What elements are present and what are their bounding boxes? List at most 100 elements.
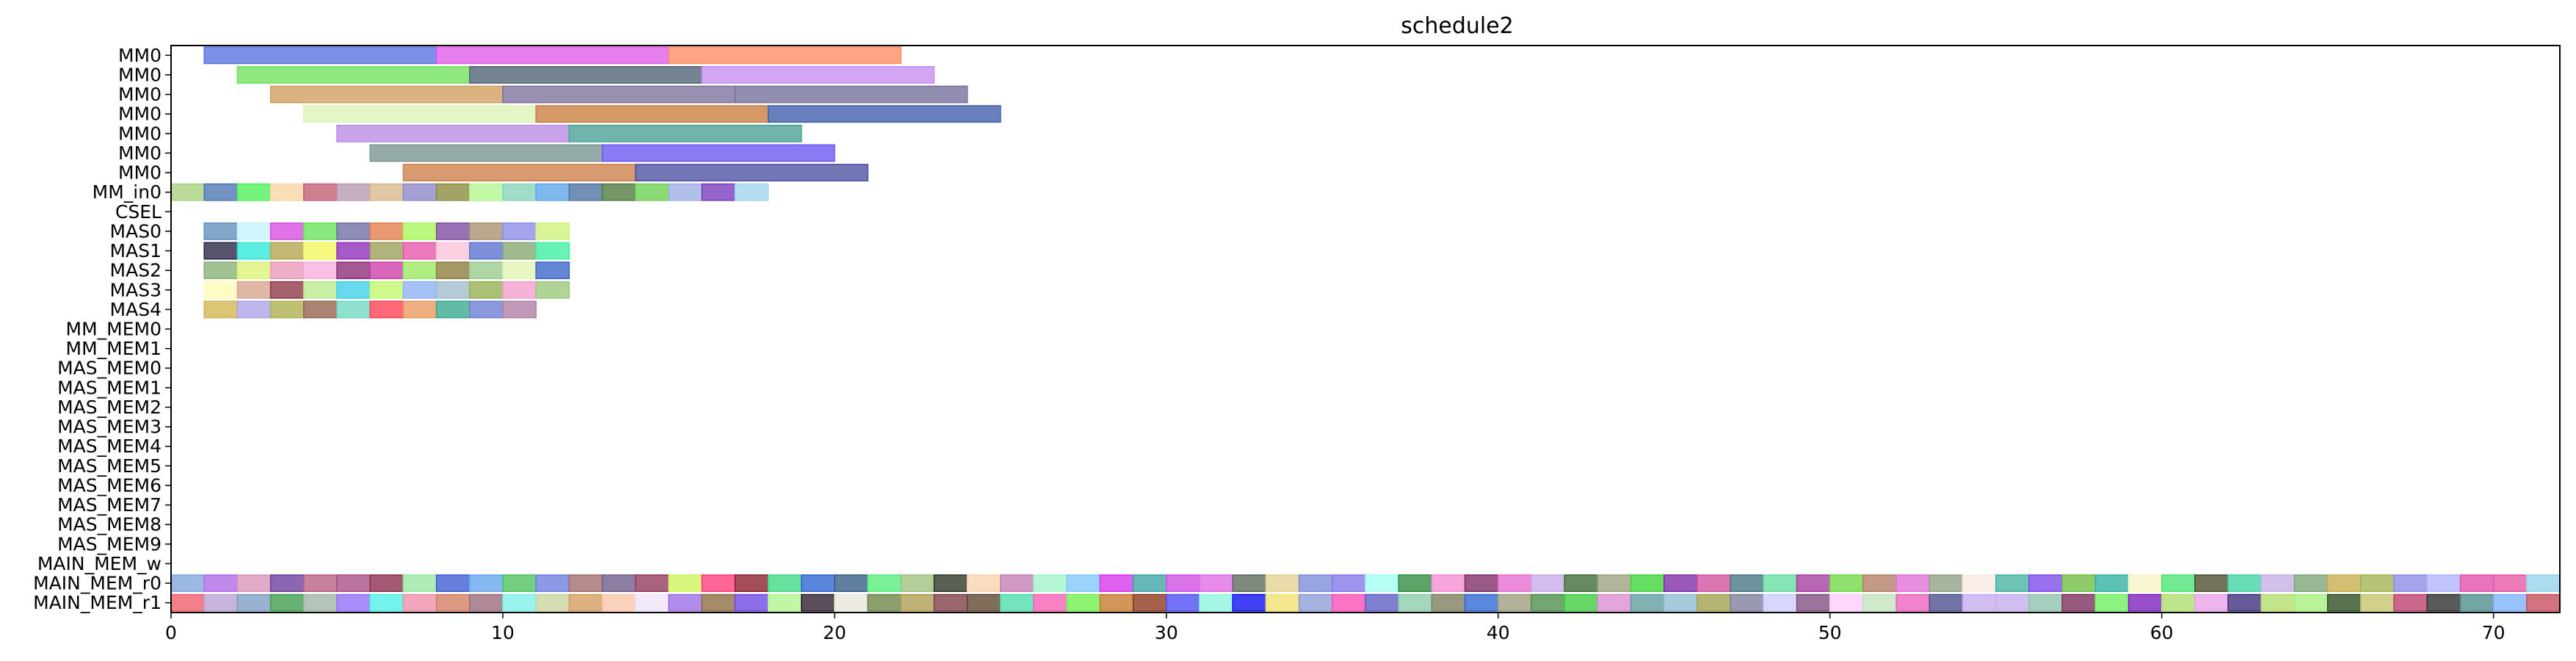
task-bar [203, 222, 239, 240]
memory-read0-bar [369, 574, 404, 592]
memory-read1-bar [1862, 593, 1897, 612]
memory-read1-bar [701, 593, 736, 612]
memory-read1-bar [834, 593, 868, 612]
memory-read0-bar [502, 574, 537, 592]
task-bar [303, 261, 338, 280]
memory-read1-bar [1298, 593, 1333, 612]
memory-read0-bar [469, 574, 504, 592]
task-bar [535, 183, 570, 201]
memory-read0-bar [933, 574, 968, 592]
task-bar [767, 105, 1001, 123]
memory-read1-bar [2526, 593, 2561, 612]
task-bar [203, 242, 239, 260]
memory-read0-bar [203, 574, 239, 592]
memory-read1-bar [1730, 593, 1765, 612]
task-bar [535, 105, 769, 123]
memory-read1-bar [568, 593, 603, 612]
memory-read0-bar [900, 574, 935, 592]
task-bar [435, 183, 471, 201]
task-bar [601, 144, 835, 162]
chart-title: schedule2 [1401, 13, 1514, 39]
memory-read1-bar [2459, 593, 2495, 612]
memory-read0-bar [1199, 574, 1233, 592]
task-bar [469, 300, 504, 319]
memory-read0-bar [867, 574, 902, 592]
memory-read0-bar [1730, 574, 1765, 592]
memory-read0-bar [2061, 574, 2097, 592]
memory-read0-bar [2227, 574, 2263, 592]
memory-read1-bar [1365, 593, 1399, 612]
row-label: MAIN_MEM_r1 [33, 592, 162, 613]
task-bar [601, 183, 636, 201]
memory-read0-bar [668, 574, 703, 592]
memory-read0-bar [701, 574, 736, 592]
row-label: MAS_MEM7 [57, 494, 162, 516]
task-bars [170, 46, 2561, 612]
memory-read0-bar [170, 574, 205, 592]
memory-read1-bar [933, 593, 968, 612]
row-label: MM0 [118, 123, 162, 144]
memory-read0-bar [2526, 574, 2561, 592]
task-bar [634, 183, 670, 201]
row-label: MAS2 [110, 260, 162, 281]
x-axis-ticks: 0 10 20 30 40 50 60 70 [165, 613, 2506, 643]
task-bar [402, 164, 636, 181]
task-bar [203, 183, 239, 201]
memory-read1-bar [2127, 593, 2163, 612]
task-bar [203, 261, 239, 280]
memory-read1-bar [1498, 593, 1532, 612]
memory-read0-bar [1829, 574, 1864, 592]
memory-read0-bar [1498, 574, 1532, 592]
row-label: MAIN_MEM_w [37, 553, 162, 574]
task-bar [435, 242, 471, 260]
memory-read1-bar [1099, 593, 1134, 612]
memory-read1-bar [435, 593, 471, 612]
memory-read0-bar [2393, 574, 2428, 592]
row-label: MM0 [118, 142, 162, 164]
x-tick-label: 50 [1818, 622, 1842, 643]
task-bar [502, 261, 537, 280]
task-bar [269, 300, 305, 319]
memory-read0-bar [1365, 574, 1399, 592]
memory-read0-bar [1697, 574, 1731, 592]
task-bar [269, 183, 305, 201]
task-bar [336, 261, 371, 280]
memory-read1-bar [269, 593, 305, 612]
memory-read0-bar [800, 574, 835, 592]
task-bar [502, 242, 537, 260]
x-tick-label: 10 [491, 622, 515, 643]
task-bar [568, 124, 802, 142]
memory-read1-bar [2227, 593, 2263, 612]
task-bar [701, 183, 736, 201]
memory-read1-bar [1630, 593, 1665, 612]
memory-read0-bar [1166, 574, 1200, 592]
memory-read0-bar [1796, 574, 1831, 592]
memory-read1-bar [2393, 593, 2428, 612]
memory-read0-bar [568, 574, 603, 592]
memory-read1-bar [1697, 593, 1731, 612]
row-label: MM_in0 [92, 181, 162, 203]
memory-read0-bar [1332, 574, 1366, 592]
memory-read0-bar [1663, 574, 1698, 592]
task-bar [502, 222, 537, 240]
memory-read0-bar [303, 574, 338, 592]
task-bar [303, 105, 537, 123]
memory-read1-bar [2160, 593, 2196, 612]
task-bar [336, 242, 371, 260]
memory-read1-bar [800, 593, 835, 612]
memory-read0-bar [1630, 574, 1665, 592]
memory-read0-bar [236, 574, 272, 592]
memory-read1-bar [1929, 593, 1964, 612]
memory-read1-bar [303, 593, 338, 612]
task-bar [369, 183, 404, 201]
memory-read0-bar [2360, 574, 2395, 592]
memory-read0-bar [834, 574, 868, 592]
task-bar [469, 242, 504, 260]
task-bar [734, 183, 769, 201]
task-bar [634, 164, 868, 181]
task-bar [269, 242, 305, 260]
memory-read1-bar [236, 593, 272, 612]
memory-read1-bar [402, 593, 438, 612]
memory-read0-bar [2028, 574, 2063, 592]
task-bar [535, 281, 570, 299]
